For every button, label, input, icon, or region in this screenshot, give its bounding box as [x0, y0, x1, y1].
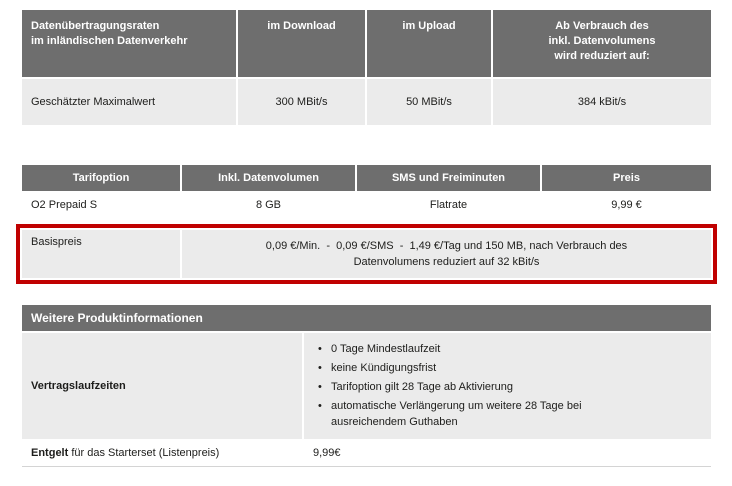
contract-terms-row: Vertragslaufzeiten • 0 Tage Mindestlaufze… [22, 333, 711, 439]
contract-terms-list: • 0 Tage Mindestlaufzeit • keine Kündigung… [316, 341, 703, 430]
data-rates-header-reduced: Ab Verbrauch des inkl. Datenvolumens wir… [493, 10, 711, 77]
bullet-icon: • [318, 343, 322, 355]
data-rates-header-label: Datenübertragungsraten im inländischen D… [22, 10, 236, 77]
plan-sms-minutes: Flatrate [357, 193, 540, 218]
product-info-title: Weitere Produktinformationen [22, 305, 711, 331]
tariff-header-volume: Inkl. Datenvolumen [182, 165, 355, 191]
contract-term-text: automatische Verlängerung um weitere 28 … [331, 400, 582, 428]
base-price-row: Basispreis 0,09 €/Min. - 0,09 €/SMS - 1,… [22, 230, 711, 278]
contract-term-text: keine Kündigungsfrist [331, 362, 437, 374]
contract-term-item: • keine Kündigungsfrist [316, 360, 606, 376]
base-price-label: Basispreis [22, 230, 180, 278]
header-line-3: wird reduziert auf: [554, 50, 650, 62]
contract-term-text: 0 Tage Mindestlaufzeit [331, 343, 441, 355]
reduced-speed-value: 384 kBit/s [493, 79, 711, 125]
tariff-header-sms: SMS und Freiminuten [357, 165, 540, 191]
data-rates-header-upload: im Upload [367, 10, 491, 77]
max-value-label: Geschätzter Maximalwert [22, 79, 236, 125]
data-rates-header-download: im Download [238, 10, 365, 77]
starter-set-label-bold: Entgelt [31, 447, 69, 459]
starter-set-label: Entgelt für das Starterset (Listenpreis) [22, 441, 302, 466]
contract-terms-cell: • 0 Tage Mindestlaufzeit • keine Kündigung… [304, 333, 711, 439]
bullet-icon: • [318, 381, 322, 393]
plan-name: O2 Prepaid S [22, 193, 180, 218]
bullet-icon: • [318, 400, 322, 412]
starter-set-row: Entgelt für das Starterset (Listenpreis)… [22, 441, 711, 467]
header-line-2: im inländischen Datenverkehr [31, 35, 188, 47]
plan-price: 9,99 € [542, 193, 711, 218]
contract-term-text: Tarifoption gilt 28 Tage ab Aktivierung [331, 381, 514, 393]
highlight-box: Basispreis 0,09 €/Min. - 0,09 €/SMS - 1,… [16, 224, 717, 284]
starter-set-price: 9,99€ [313, 447, 341, 459]
starter-set-label-rest: für das Starterset (Listenpreis) [71, 447, 220, 459]
tariff-header-option: Tarifoption [22, 165, 180, 191]
tariff-table: Tarifoption Inkl. Datenvolumen SMS und F… [22, 165, 732, 218]
tariff-header-price: Preis [542, 165, 711, 191]
contract-term-item: • automatische Verlängerung um weitere 28… [316, 398, 606, 430]
header-line-1: Datenübertragungsraten [31, 20, 160, 32]
data-rates-table: Datenübertragungsraten im inländischen D… [22, 10, 732, 125]
contract-terms-label: Vertragslaufzeiten [22, 333, 302, 439]
contract-term-item: • 0 Tage Mindestlaufzeit [316, 341, 606, 357]
base-price-details-line-2: Datenvolumens reduziert auf 32 kBit/s [353, 256, 540, 268]
max-upload-value: 50 MBit/s [367, 79, 491, 125]
header-line-2: inkl. Datenvolumens [548, 35, 656, 47]
plan-data-volume: 8 GB [182, 193, 355, 218]
bullet-icon: • [318, 362, 322, 374]
header-line-1: Ab Verbrauch des [555, 20, 649, 32]
base-price-details: 0,09 €/Min. - 0,09 €/SMS - 1,49 €/Tag un… [182, 230, 711, 278]
max-download-value: 300 MBit/s [238, 79, 365, 125]
base-price-details-line-1: 0,09 €/Min. - 0,09 €/SMS - 1,49 €/Tag un… [265, 240, 628, 252]
contract-term-item: • Tarifoption gilt 28 Tage ab Aktivierung [316, 379, 606, 395]
product-info-table: Weitere Produktinformationen Vertragslau… [22, 305, 711, 467]
